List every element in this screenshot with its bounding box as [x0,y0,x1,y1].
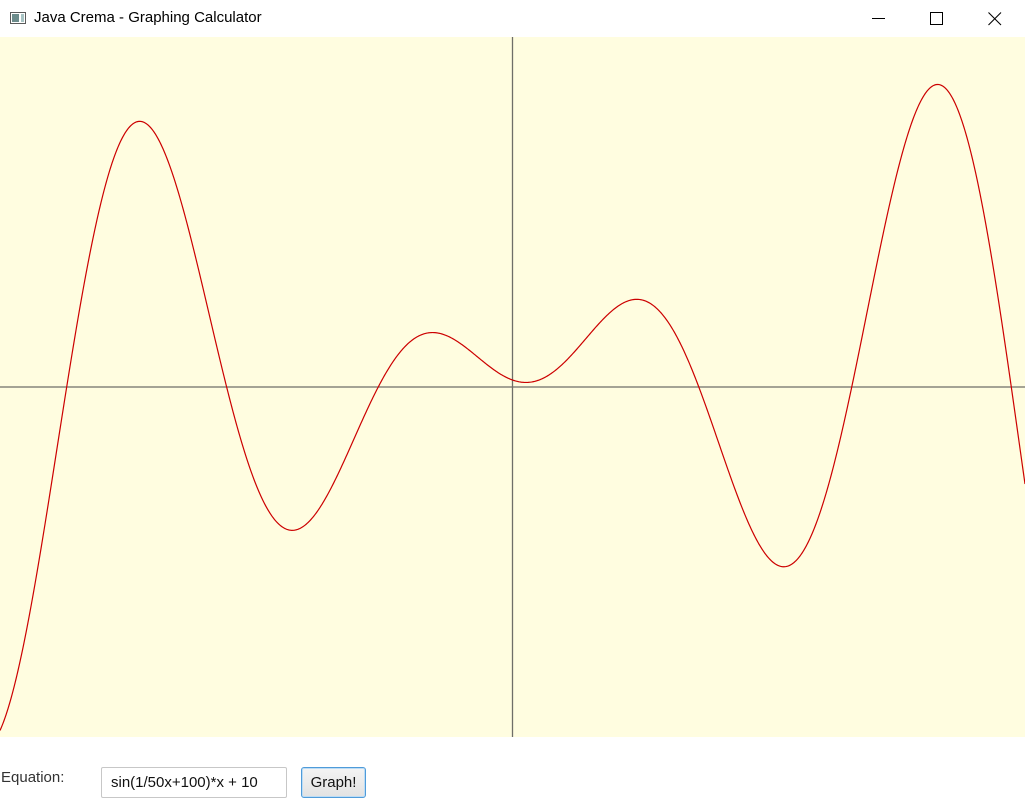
maximize-button[interactable] [908,0,966,37]
maximize-icon [930,12,943,25]
minimize-icon [872,18,885,19]
title-bar[interactable]: Java Crema - Graphing Calculator [0,0,1025,37]
function-curve [0,83,1025,731]
graph-plot [0,37,1025,737]
graph-button[interactable]: Graph! [301,767,366,798]
control-panel: Equation: Graph! [0,737,1025,804]
window-title: Java Crema - Graphing Calculator [34,9,262,26]
equation-label: Equation: [1,769,65,786]
minimize-button[interactable] [850,0,908,37]
graph-canvas[interactable] [0,37,1025,737]
close-button[interactable] [966,0,1024,37]
java-app-icon [10,11,26,24]
close-icon [988,12,1002,26]
equation-input[interactable] [101,767,287,798]
